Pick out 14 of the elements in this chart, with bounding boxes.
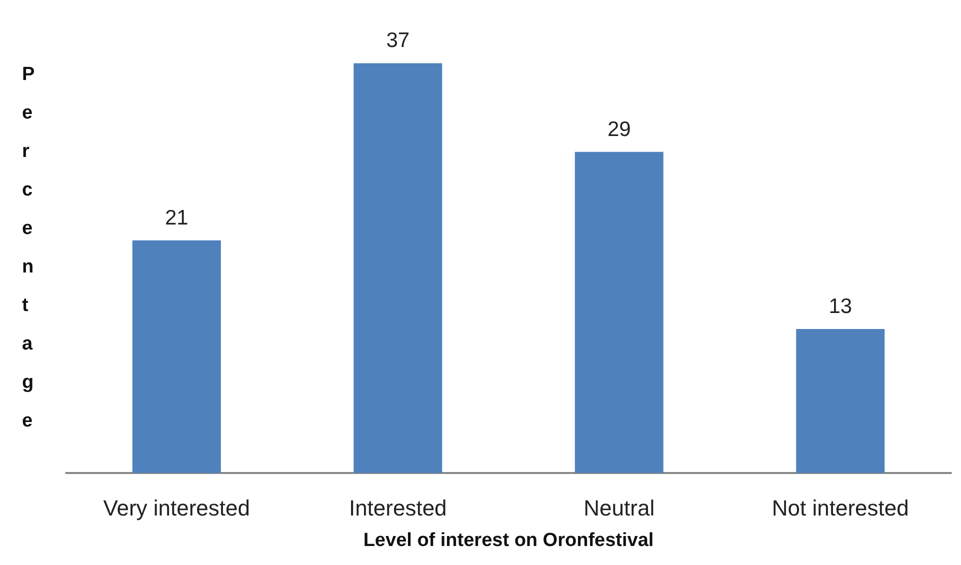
- x-axis-title: Level of interest on Oronfestival: [363, 530, 654, 551]
- x-tick-label: Very interested: [103, 496, 250, 520]
- data-label: 13: [828, 295, 852, 318]
- bar: [796, 329, 885, 473]
- text: Percentage: [22, 64, 35, 432]
- bar: [132, 240, 221, 473]
- bar: [574, 152, 664, 473]
- data-label: 29: [607, 118, 631, 141]
- x-tick-label: Not interested: [772, 496, 909, 520]
- x-tick-label: Interested: [348, 496, 447, 520]
- bar: [354, 63, 442, 473]
- x-tick-label: Neutral: [584, 496, 655, 520]
- data-label: 21: [164, 206, 188, 230]
- data-label: 37: [386, 29, 410, 52]
